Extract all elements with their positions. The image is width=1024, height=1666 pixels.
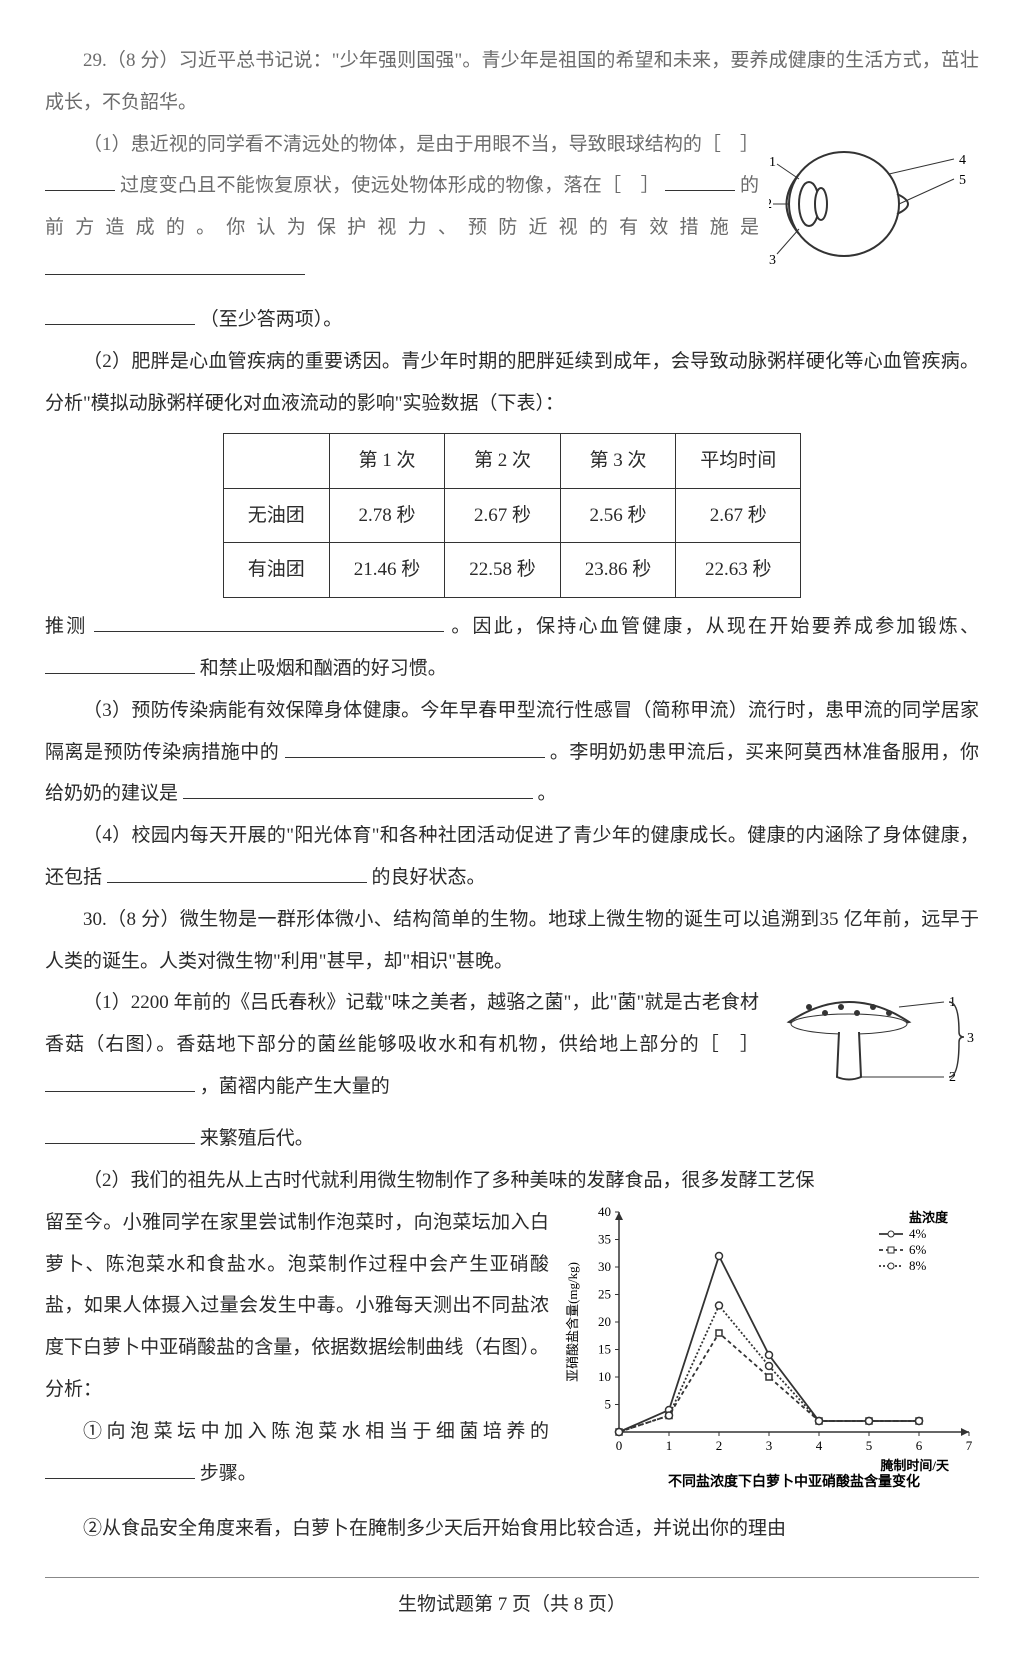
table-cell: 2.67 秒 — [676, 488, 801, 543]
q29-p1: （1）患近视的同学看不清远处的物体，是由于用眼不当，导致眼球结构的［ ］ 过度变… — [45, 124, 979, 291]
q30-p2d: ②从食品安全角度来看，白萝卜在腌制多少天后开始食用比较合适，并说出你的理由 — [45, 1508, 979, 1550]
table-cell: 22.58 秒 — [445, 543, 561, 598]
table-cell: 22.63 秒 — [676, 543, 801, 598]
footer-text: 生物试题第 7 页（共 8 页） — [398, 1594, 626, 1615]
q30-header-text: 30.（8 分）微生物是一群形体微小、结构简单的生物。地球上微生物的诞生可以追溯… — [45, 909, 979, 972]
q30-p2c: 步骤。 — [200, 1463, 257, 1484]
q30-p1c: 来繁殖后代。 — [200, 1128, 314, 1149]
blank-q30-1b[interactable] — [45, 1123, 195, 1144]
q30-p1a: （1）2200 年前的《吕氏春秋》记载"味之美者，越骆之菌"，此"菌"就是古老食… — [45, 992, 759, 1055]
table-header-cell — [223, 433, 329, 488]
q30-p2a-rest: 留至今。小雅同学在家里尝试制作泡菜时，向泡菜坛加入白萝卜、陈泡菜水和食盐水。泡菜… — [45, 1202, 979, 1411]
q29-p1d: （至少答两项）。 — [200, 309, 343, 330]
blank-q29-1b[interactable] — [665, 171, 735, 192]
blank-q29-2a[interactable] — [94, 611, 444, 632]
blank-q29-1d[interactable] — [45, 305, 195, 326]
q29-p1b: 过度变凸且不能恢复原状，使远处物体形成的物像，落在［ ］ — [120, 175, 660, 196]
q29-header: 29.（8 分）习近平总书记说："少年强则国强"。青少年是祖国的希望和未来，要养… — [45, 40, 979, 124]
table-cell: 23.86 秒 — [560, 543, 676, 598]
q30-p2a-top: （2）我们的祖先从上古时代就利用微生物制作了多种美味的发酵食品，很多发酵工艺保 — [45, 1160, 979, 1202]
q29-p3: （3）预防传染病能有效保障身体健康。今年早春甲型流行性感冒（简称甲流）流行时，患… — [45, 690, 979, 815]
blank-q29-2b[interactable] — [45, 653, 195, 674]
q30-p2d-text: ②从食品安全角度来看，白萝卜在腌制多少天后开始食用比较合适，并说出你的理由 — [83, 1518, 786, 1539]
table-header-cell: 第 3 次 — [560, 433, 676, 488]
blank-q29-3a[interactable] — [285, 737, 545, 758]
table-cell: 2.56 秒 — [560, 488, 676, 543]
table-cell: 2.78 秒 — [329, 488, 445, 543]
q30-p2b-text: ①向泡菜坛中加入陈泡菜水相当于细菌培养的 — [83, 1421, 549, 1442]
table-cell: 21.46 秒 — [329, 543, 445, 598]
q30-p1: （1）2200 年前的《吕氏春秋》记载"味之美者，越骆之菌"，此"菌"就是古老食… — [45, 982, 979, 1107]
blank-q29-1c[interactable] — [45, 254, 305, 275]
table-header-cell: 平均时间 — [676, 433, 801, 488]
q29-data-table: 第 1 次第 2 次第 3 次平均时间 无油团2.78 秒2.67 秒2.56 … — [223, 433, 802, 598]
q30-p2a-top-text: （2）我们的祖先从上古时代就利用微生物制作了多种美味的发酵食品，很多发酵工艺保 — [83, 1170, 815, 1191]
q30-p2b: ①向泡菜坛中加入陈泡菜水相当于细菌培养的 步骤。 — [45, 1411, 979, 1495]
blank-q30-1a[interactable] — [45, 1071, 195, 1092]
q30-p2a-rest-text: 留至今。小雅同学在家里尝试制作泡菜时，向泡菜坛加入白萝卜、陈泡菜水和食盐水。泡菜… — [45, 1212, 549, 1400]
q29-p4b: 的良好状态。 — [372, 867, 486, 888]
q29-p4: （4）校园内每天开展的"阳光体育"和各种社团活动促进了青少年的健康成长。健康的内… — [45, 815, 979, 899]
q29-p2b: 推测 。因此，保持心血管健康，从现在开始要养成参加锻炼、 和禁止吸烟和酗酒的好习… — [45, 606, 979, 690]
blank-q30-2a[interactable] — [45, 1458, 195, 1479]
q30-p1-tail: 来繁殖后代。 — [45, 1118, 979, 1160]
page-footer: 生物试题第 7 页（共 8 页） — [45, 1577, 979, 1626]
q29-p2d: 和禁止吸烟和酗酒的好习惯。 — [200, 658, 447, 679]
q29-p3c: 。 — [538, 783, 557, 804]
q29-p2a: （2）肥胖是心血管疾病的重要诱因。青少年时期的肥胖延续到成年，会导致动脉粥样硬化… — [45, 341, 979, 425]
blank-q29-1a[interactable] — [45, 171, 115, 192]
blank-q29-3b[interactable] — [183, 778, 533, 799]
q29-header-text: 29.（8 分）习近平总书记说："少年强则国强"。青少年是祖国的希望和未来，要养… — [45, 50, 979, 113]
q29-p1-tail: （至少答两项）。 — [45, 299, 979, 341]
q29-p1a: （1）患近视的同学看不清远处的物体，是由于用眼不当，导致眼球结构的［ ］ — [83, 134, 759, 155]
q30-p1b: ，菌褶内能产生大量的 — [200, 1076, 390, 1097]
table-header-cell: 第 1 次 — [329, 433, 445, 488]
q30-header: 30.（8 分）微生物是一群形体微小、结构简单的生物。地球上微生物的诞生可以追溯… — [45, 899, 979, 983]
table-cell: 有油团 — [223, 543, 329, 598]
table-header-cell: 第 2 次 — [445, 433, 561, 488]
blank-q29-4a[interactable] — [107, 862, 367, 883]
table-cell: 2.67 秒 — [445, 488, 561, 543]
table-cell: 无油团 — [223, 488, 329, 543]
q29-p2c: 。因此，保持心血管健康，从现在开始要养成参加锻炼、 — [451, 616, 979, 637]
q29-p2a-text: （2）肥胖是心血管疾病的重要诱因。青少年时期的肥胖延续到成年，会导致动脉粥样硬化… — [45, 351, 979, 414]
q29-p2b-label: 推测 — [45, 616, 87, 637]
